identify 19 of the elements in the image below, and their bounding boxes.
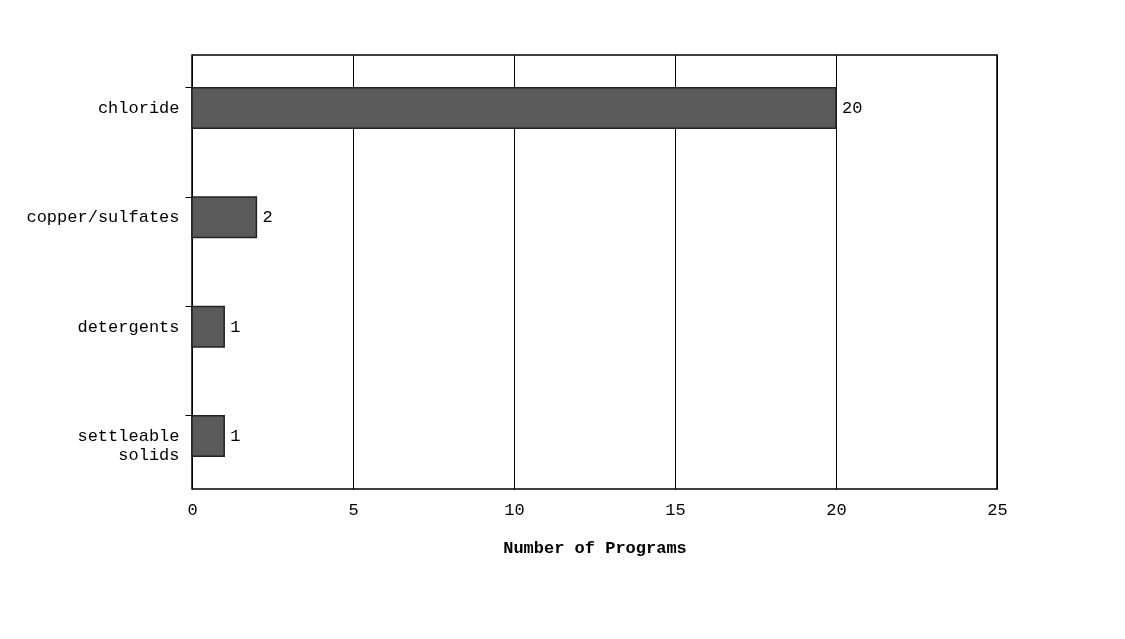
bar: [191, 196, 258, 239]
x-tick-label: 0: [187, 500, 198, 520]
x-tick-label: 10: [504, 500, 525, 520]
bar: [191, 87, 837, 129]
y-tick-label: settleable solids: [77, 426, 180, 465]
bar: [191, 415, 225, 457]
data-label: 2: [262, 208, 273, 228]
x-tick-label: 25: [987, 500, 1008, 520]
x-tick-label: 20: [826, 500, 847, 520]
y-tick-label: detergents: [77, 317, 180, 337]
y-tick-label: chloride: [97, 99, 180, 119]
bar: [191, 305, 225, 348]
x-tick-label: 5: [348, 500, 359, 520]
x-axis-title: Number of Programs: [503, 538, 687, 558]
x-tick-label: 15: [665, 500, 686, 520]
data-label: 1: [230, 426, 241, 446]
y-tick-label: copper/sulfates: [26, 208, 180, 228]
data-label: 20: [842, 99, 863, 119]
data-label: 1: [230, 317, 241, 337]
